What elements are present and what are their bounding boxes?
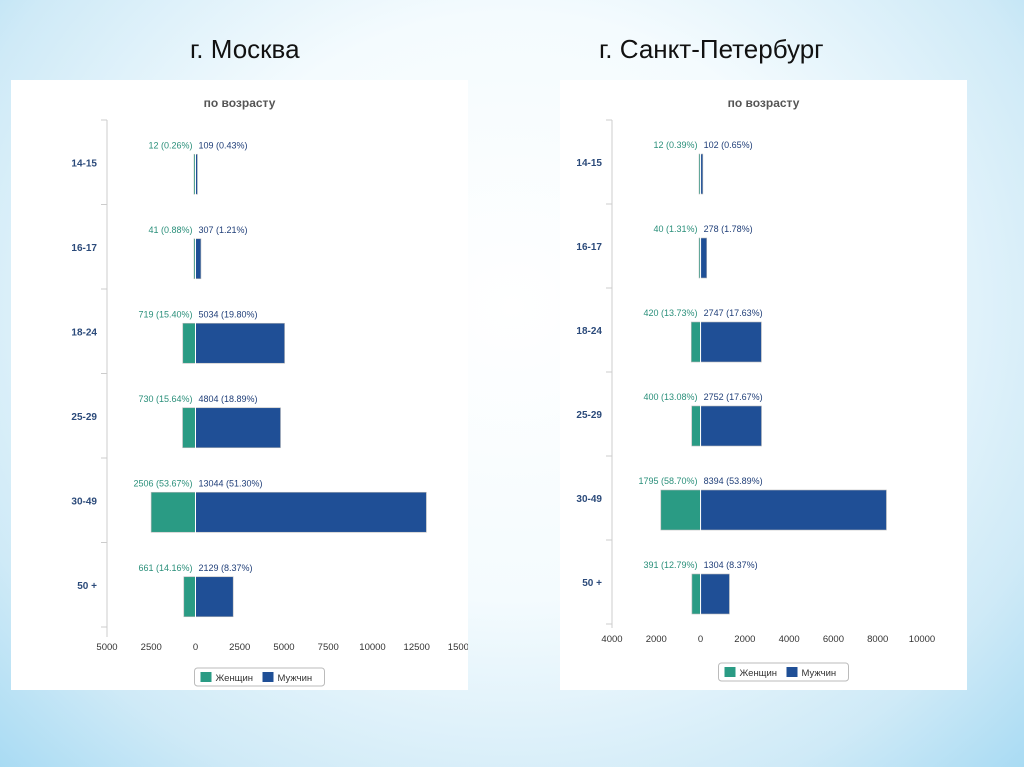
female-bar	[183, 576, 196, 618]
x-tick-label: 2500	[141, 642, 162, 653]
x-tick-label: 4000	[779, 634, 800, 645]
male-bar	[195, 491, 427, 533]
female-bar	[690, 321, 701, 363]
male-data-label: 2752 (17.67%)	[704, 392, 763, 402]
male-bar	[195, 322, 285, 364]
male-data-label: 102 (0.65%)	[704, 140, 753, 150]
female-data-label: 400 (13.08%)	[644, 392, 698, 402]
male-data-label: 2129 (8.37%)	[199, 563, 253, 573]
x-tick-label: 4000	[601, 634, 622, 645]
chart-title: по возрасту	[204, 96, 276, 110]
category-label: 30-49	[576, 494, 602, 505]
x-tick-label: 2000	[734, 634, 755, 645]
female-data-label: 1795 (58.70%)	[639, 476, 698, 486]
male-data-label: 2747 (17.63%)	[704, 308, 763, 318]
male-bar	[700, 237, 708, 279]
legend-male-swatch	[786, 667, 798, 677]
female-data-label: 391 (12.79%)	[644, 560, 698, 570]
male-data-label: 5034 (19.80%)	[199, 309, 258, 319]
x-tick-label: 0	[193, 642, 198, 653]
x-tick-label: 10000	[359, 642, 385, 653]
x-tick-label: 2000	[646, 634, 667, 645]
legend-male-label: Мужчин	[278, 673, 313, 684]
male-data-label: 307 (1.21%)	[199, 225, 248, 235]
legend-box	[718, 662, 849, 682]
x-tick-label: 5000	[96, 642, 117, 653]
female-data-label: 12 (0.39%)	[654, 140, 698, 150]
category-label: 16-17	[576, 242, 602, 253]
category-label: 16-17	[71, 243, 97, 254]
female-bar	[150, 491, 196, 533]
legend-female-label: Женщин	[216, 673, 254, 684]
x-tick-label: 12500	[404, 642, 430, 653]
male-data-label: 13044 (51.30%)	[199, 478, 263, 488]
male-data-label: 278 (1.78%)	[704, 224, 753, 234]
legend-female-swatch	[724, 667, 736, 677]
x-tick-label: 5000	[273, 642, 294, 653]
x-tick-label: 2500	[229, 642, 250, 653]
category-label: 30-49	[71, 496, 97, 507]
female-data-label: 661 (14.16%)	[138, 563, 192, 573]
x-tick-label: 6000	[823, 634, 844, 645]
female-data-label: 420 (13.73%)	[644, 308, 698, 318]
male-bar	[195, 238, 202, 280]
female-data-label: 719 (15.40%)	[138, 309, 192, 319]
moscow-title: г. Москва	[190, 34, 300, 64]
legend-male-label: Мужчин	[802, 668, 837, 679]
category-label: 25-29	[576, 410, 602, 421]
chart-title: по возрасту	[728, 96, 800, 110]
category-label: 18-24	[71, 327, 97, 338]
legend-female-swatch	[200, 672, 212, 682]
male-bar	[700, 321, 762, 363]
moscow-chart-panel: по возрасту 5000 2500 0 2500 5000 7500 10000 125…	[11, 80, 468, 690]
legend-box	[194, 667, 325, 687]
legend-male-swatch	[262, 672, 274, 682]
female-bar	[660, 489, 701, 531]
male-bar	[700, 489, 887, 531]
male-bar	[700, 405, 762, 447]
category-label: 25-29	[71, 412, 97, 423]
x-tick-label: 8000	[867, 634, 888, 645]
legend-female-label: Женщин	[740, 668, 778, 679]
female-data-label: 40 (1.31%)	[654, 224, 698, 234]
female-bar	[691, 405, 701, 447]
female-bar	[182, 322, 196, 364]
moscow-age-chart: по возрасту 5000 2500 0 2500 5000 7500 10000 125…	[71, 96, 468, 687]
category-label: 14-15	[71, 158, 97, 169]
female-data-label: 2506 (53.67%)	[133, 478, 192, 488]
male-bar	[700, 573, 730, 615]
female-bar	[691, 573, 701, 615]
male-bar	[195, 407, 281, 449]
male-data-label: 1304 (8.37%)	[704, 560, 758, 570]
x-tick-label: 0	[698, 634, 703, 645]
spb-age-chart: по возрасту 4000 2000 0 2000 4000 6000 8000 1000…	[576, 96, 935, 682]
female-data-label: 12 (0.26%)	[148, 140, 192, 150]
x-tick-label: 10000	[909, 634, 935, 645]
spb-title: г. Санкт-Петербург	[599, 34, 824, 64]
x-tick-label: 7500	[318, 642, 339, 653]
category-label: 50 +	[77, 581, 97, 592]
female-data-label: 730 (15.64%)	[138, 394, 192, 404]
category-label: 18-24	[576, 326, 602, 337]
male-bar	[195, 576, 234, 618]
female-bar	[182, 407, 196, 449]
female-data-label: 41 (0.88%)	[148, 225, 192, 235]
spb-chart-panel: по возрасту 4000 2000 0 2000 4000 6000 8000 1000…	[560, 80, 967, 690]
male-data-label: 8394 (53.89%)	[704, 476, 763, 486]
x-tick-label: 15000	[448, 642, 468, 653]
male-data-label: 109 (0.43%)	[199, 140, 248, 150]
category-label: 50 +	[582, 578, 602, 589]
male-data-label: 4804 (18.89%)	[199, 394, 258, 404]
category-label: 14-15	[576, 158, 602, 169]
